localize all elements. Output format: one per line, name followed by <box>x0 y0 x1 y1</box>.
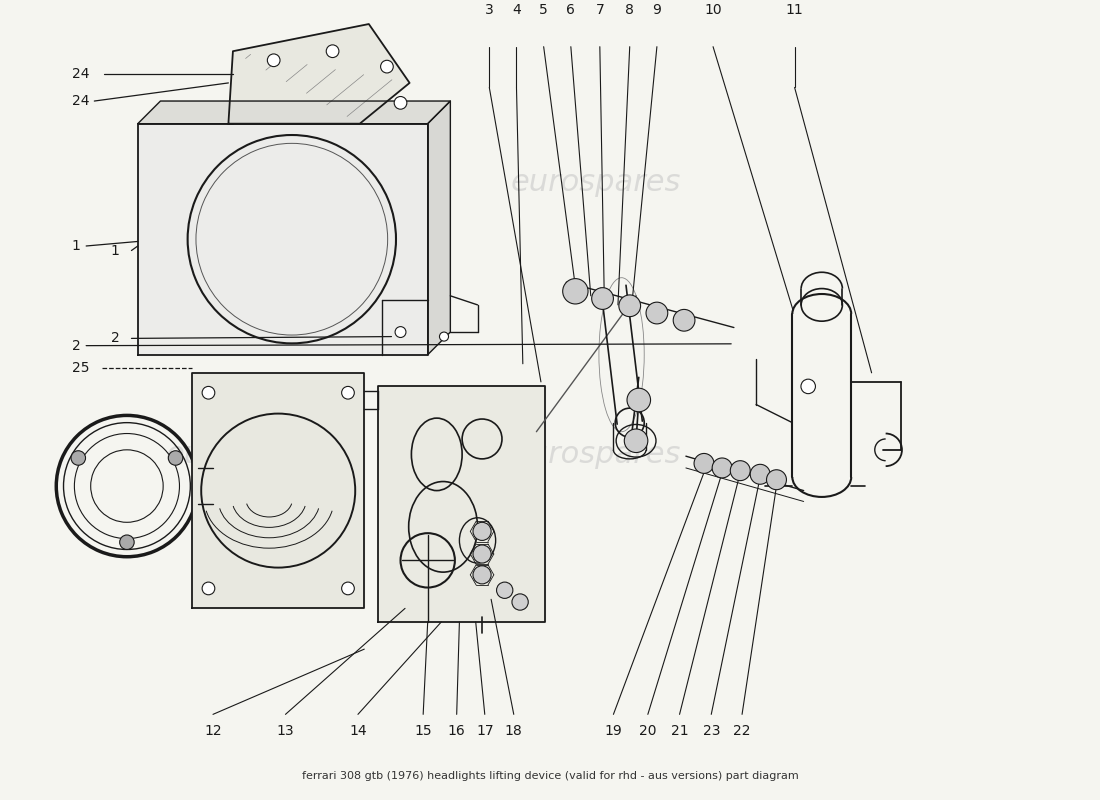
Polygon shape <box>229 24 409 124</box>
Circle shape <box>592 288 614 310</box>
Text: 3: 3 <box>485 3 494 18</box>
Text: 24: 24 <box>72 67 89 81</box>
Text: 5: 5 <box>539 3 548 18</box>
Circle shape <box>625 429 648 453</box>
Polygon shape <box>138 101 450 124</box>
Circle shape <box>673 310 695 331</box>
Text: 9: 9 <box>652 3 661 18</box>
Circle shape <box>473 522 491 541</box>
Circle shape <box>473 545 491 563</box>
Circle shape <box>473 566 491 584</box>
Circle shape <box>496 582 513 598</box>
Text: 2: 2 <box>111 331 120 346</box>
Circle shape <box>627 388 650 412</box>
Circle shape <box>342 386 354 399</box>
Circle shape <box>750 464 770 484</box>
Circle shape <box>712 458 733 478</box>
Circle shape <box>120 535 134 550</box>
Circle shape <box>730 461 750 481</box>
Text: 25: 25 <box>72 362 89 375</box>
Circle shape <box>202 386 215 399</box>
Text: 19: 19 <box>605 724 623 738</box>
Circle shape <box>202 582 215 594</box>
Text: 12: 12 <box>205 724 222 738</box>
Circle shape <box>394 97 407 109</box>
Text: 1: 1 <box>72 239 80 253</box>
Text: 17: 17 <box>476 724 494 738</box>
Circle shape <box>381 60 394 73</box>
Text: 24: 24 <box>72 94 89 108</box>
Text: 21: 21 <box>671 724 689 738</box>
Text: eurospares: eurospares <box>510 440 681 469</box>
Polygon shape <box>138 124 428 354</box>
Text: 6: 6 <box>566 3 575 18</box>
Circle shape <box>342 582 354 594</box>
Circle shape <box>767 470 786 490</box>
Text: 11: 11 <box>785 3 803 18</box>
Text: eurospares: eurospares <box>166 168 337 197</box>
Circle shape <box>440 332 449 341</box>
Text: ferrari 308 gtb (1976) headlights lifting device (valid for rhd - aus versions) : ferrari 308 gtb (1976) headlights liftin… <box>301 771 799 781</box>
Text: 7: 7 <box>595 3 604 18</box>
Circle shape <box>327 45 339 58</box>
Text: 15: 15 <box>415 724 432 738</box>
Circle shape <box>801 379 815 394</box>
Text: 22: 22 <box>734 724 751 738</box>
Text: 14: 14 <box>349 724 366 738</box>
Text: 20: 20 <box>639 724 657 738</box>
Circle shape <box>646 302 668 324</box>
Text: eurospares: eurospares <box>166 440 337 469</box>
Text: 4: 4 <box>513 3 521 18</box>
Circle shape <box>267 54 280 66</box>
Circle shape <box>512 594 528 610</box>
Circle shape <box>694 454 714 474</box>
Circle shape <box>168 450 183 466</box>
Circle shape <box>395 326 406 338</box>
Text: 10: 10 <box>704 3 722 18</box>
Circle shape <box>563 278 589 304</box>
Text: 18: 18 <box>505 724 522 738</box>
Circle shape <box>619 295 640 317</box>
Polygon shape <box>378 386 546 622</box>
Polygon shape <box>428 101 450 354</box>
Text: 2: 2 <box>72 338 80 353</box>
Text: 23: 23 <box>703 724 720 738</box>
Text: eurospares: eurospares <box>510 168 681 197</box>
Text: 8: 8 <box>625 3 635 18</box>
Text: 16: 16 <box>448 724 465 738</box>
Circle shape <box>72 450 86 466</box>
Polygon shape <box>192 373 364 608</box>
Text: 13: 13 <box>277 724 295 738</box>
Text: 1: 1 <box>111 243 120 258</box>
